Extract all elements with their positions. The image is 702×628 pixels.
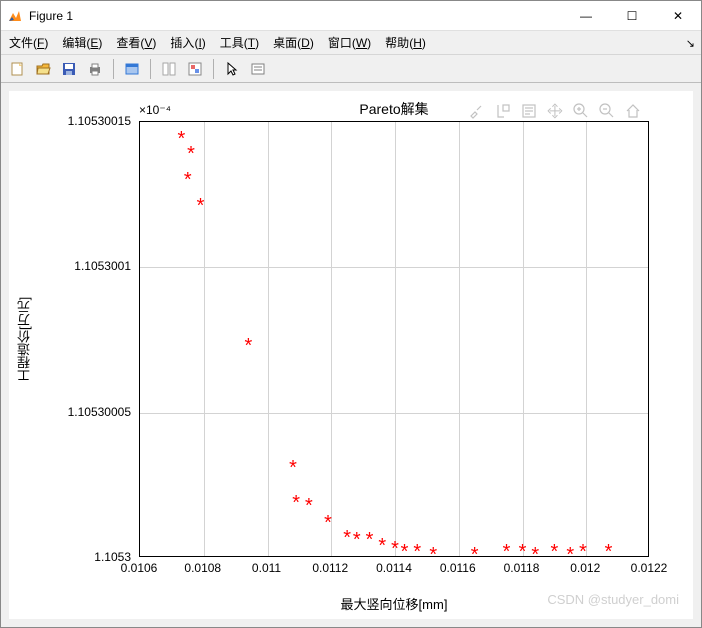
xtick-label: 0.0116	[440, 561, 476, 575]
matlab-icon	[7, 8, 23, 24]
menu-desktop[interactable]: 桌面(D)	[273, 34, 314, 51]
menu-view[interactable]: 查看(V)	[116, 34, 156, 51]
scatter-point: *	[427, 548, 439, 568]
axes-toolbar	[467, 101, 643, 121]
save-icon[interactable]	[57, 57, 81, 81]
toolbar-separator	[213, 59, 214, 79]
figure-panel: ×10⁻⁴ Pareto解集 *************************…	[9, 91, 693, 619]
pointer-icon[interactable]	[220, 57, 244, 81]
scatter-point: *	[242, 339, 254, 359]
brush-icon[interactable]	[467, 101, 487, 121]
scatter-point: *	[603, 545, 615, 565]
toolbar-separator	[150, 59, 151, 79]
x-axis-label: 最大竖向位移[mm]	[139, 594, 649, 613]
xtick-label: 0.0122	[631, 561, 668, 575]
titlebar: Figure 1 — ☐ ✕	[1, 1, 701, 31]
zoomin-icon[interactable]	[571, 101, 591, 121]
zoomout-icon[interactable]	[597, 101, 617, 121]
ytick-label: 1.10530015	[68, 114, 131, 128]
menu-edit[interactable]: 编辑(E)	[62, 34, 102, 51]
legend-icon[interactable]	[246, 57, 270, 81]
maximize-button[interactable]: ☐	[609, 1, 655, 31]
cursor-edit-icon[interactable]	[157, 57, 181, 81]
menu-help[interactable]: 帮助(H)	[385, 34, 426, 51]
open-icon[interactable]	[31, 57, 55, 81]
datatip-icon[interactable]	[493, 101, 513, 121]
toolbar	[1, 55, 701, 83]
grid-vertical	[204, 122, 205, 556]
grid-horizontal	[140, 267, 648, 268]
grid-vertical	[523, 122, 524, 556]
xtick-label: 0.0108	[184, 561, 221, 575]
scatter-point: *	[322, 516, 334, 536]
grid-vertical	[586, 122, 587, 556]
window-title: Figure 1	[29, 9, 73, 23]
xtick-label: 0.0114	[376, 561, 412, 575]
note-icon[interactable]	[519, 101, 539, 121]
scatter-point: *	[195, 199, 207, 219]
ytick-label: 1.1053001	[74, 259, 131, 273]
menu-window[interactable]: 窗口(W)	[328, 34, 371, 51]
pan-icon[interactable]	[545, 101, 565, 121]
scatter-point: *	[287, 461, 299, 481]
scatter-point: *	[290, 496, 302, 516]
scatter-point: *	[185, 147, 197, 167]
grid-vertical	[268, 122, 269, 556]
grid-vertical	[395, 122, 396, 556]
scatter-point: *	[376, 539, 388, 559]
new-figure-icon[interactable]	[5, 57, 29, 81]
xtick-label: 0.012	[570, 561, 600, 575]
figure-canvas: ×10⁻⁴ Pareto解集 *************************…	[1, 83, 701, 627]
scatter-point: *	[411, 545, 423, 565]
colorbar-icon[interactable]	[183, 57, 207, 81]
undock-icon[interactable]: ↘	[686, 37, 695, 50]
menubar: 文件(F) 编辑(E) 查看(V) 插入(I) 工具(T) 桌面(D) 窗口(W…	[1, 31, 701, 55]
scatter-point: *	[182, 173, 194, 193]
scatter-point: *	[363, 533, 375, 553]
xtick-label: 0.011	[252, 561, 281, 575]
scatter-point: *	[351, 533, 363, 553]
scatter-point: *	[548, 545, 560, 565]
grid-vertical	[459, 122, 460, 556]
toolbar-separator	[113, 59, 114, 79]
ytick-label: 1.1053	[94, 550, 131, 564]
grid-vertical	[331, 122, 332, 556]
menu-tools[interactable]: 工具(T)	[220, 34, 259, 51]
menu-insert[interactable]: 插入(I)	[170, 34, 205, 51]
ytick-label: 1.10530005	[68, 405, 131, 419]
xtick-label: 0.0112	[312, 561, 348, 575]
minimize-button[interactable]: —	[563, 1, 609, 31]
print-icon[interactable]	[83, 57, 107, 81]
close-button[interactable]: ✕	[655, 1, 701, 31]
menu-file[interactable]: 文件(F)	[9, 34, 48, 51]
xtick-label: 0.0118	[504, 561, 540, 575]
axes-box[interactable]: *************************	[139, 121, 649, 557]
y-axis-label: 工程造价[万元]	[15, 121, 33, 557]
link-icon[interactable]	[120, 57, 144, 81]
home-icon[interactable]	[623, 101, 643, 121]
grid-horizontal	[140, 413, 648, 414]
scatter-point: *	[303, 499, 315, 519]
